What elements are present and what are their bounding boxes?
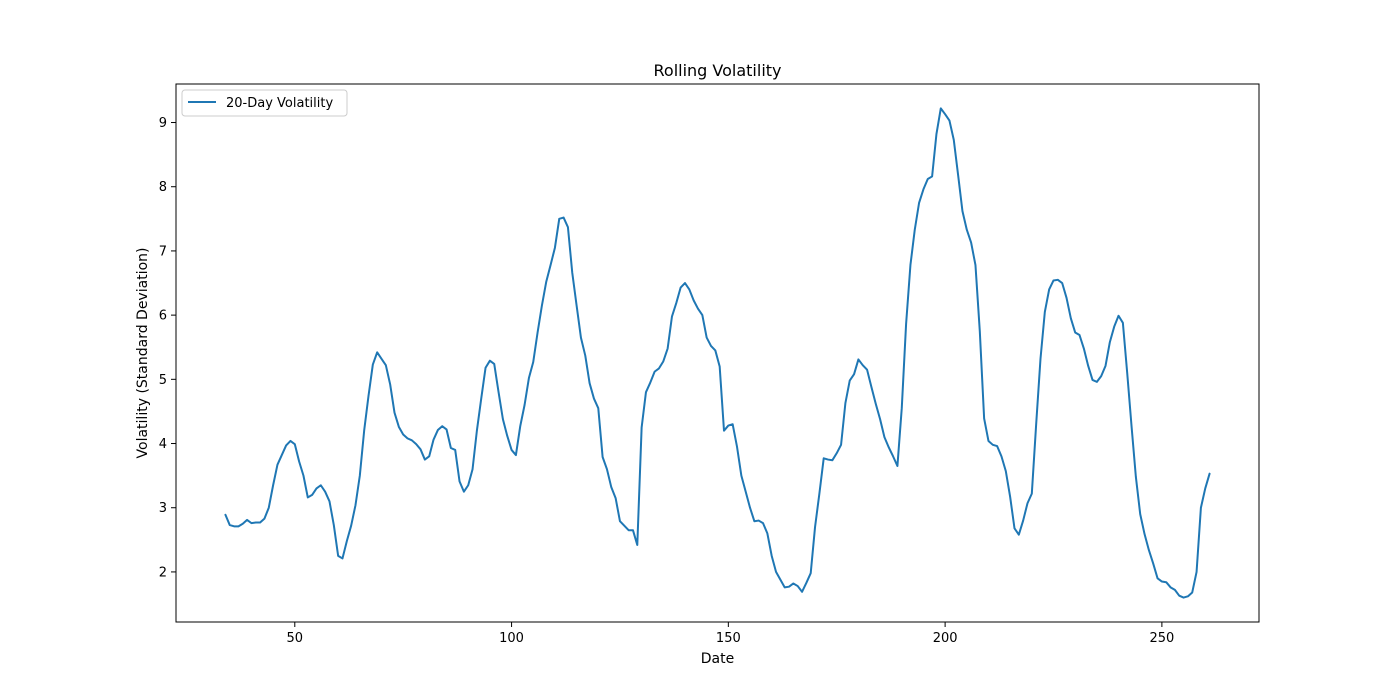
x-tick-label: 50 xyxy=(287,631,304,646)
legend-frame xyxy=(181,89,348,117)
y-tick-label: 7 xyxy=(159,244,167,259)
y-tick-label: 9 xyxy=(159,116,167,131)
y-axis-ticks: 2 3 4 5 6 7 8 9 xyxy=(159,116,176,580)
x-axis-label: Date xyxy=(701,651,734,667)
y-tick-label: 4 xyxy=(159,437,167,452)
y-tick-label: 6 xyxy=(159,309,167,324)
series-line-20-day-volatility xyxy=(224,107,1211,599)
y-tick-label: 2 xyxy=(159,565,167,580)
x-tick-label: 100 xyxy=(499,631,524,646)
legend-label-20-day-volatility: 20-Day Volatility xyxy=(226,96,333,111)
chart-title: Rolling Volatility xyxy=(654,61,782,80)
y-tick-label: 8 xyxy=(159,180,167,195)
x-tick-label: 150 xyxy=(716,631,741,646)
y-tick-label: 5 xyxy=(159,373,167,388)
x-tick-label: 200 xyxy=(933,631,958,646)
x-axis-ticks: 50 100 150 200 250 xyxy=(287,622,1174,646)
y-tick-label: 3 xyxy=(159,501,167,516)
y-axis-label: Volatility (Standard Deviation) xyxy=(135,248,151,459)
plot-area-frame xyxy=(175,83,1260,623)
legend: 20-Day Volatility xyxy=(181,89,348,117)
x-tick-label: 250 xyxy=(1149,631,1174,646)
